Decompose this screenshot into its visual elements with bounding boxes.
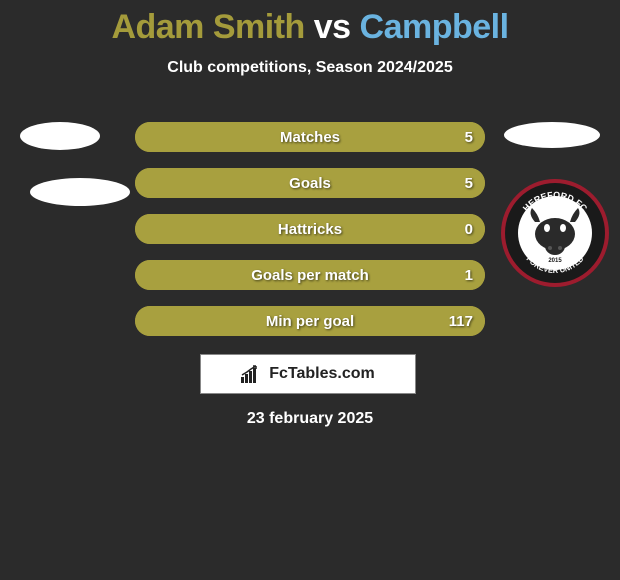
brand-text: FcTables.com xyxy=(269,365,375,383)
stat-bar-value: 1 xyxy=(465,267,473,284)
stat-bar: Min per goal117 xyxy=(135,306,485,336)
player2-name: Campbell xyxy=(360,8,509,46)
placeholder-ellipse xyxy=(20,122,100,150)
player1-name: Adam Smith xyxy=(111,8,304,46)
stat-bar-label: Goals xyxy=(135,175,485,192)
stat-bar: Goals per match1 xyxy=(135,260,485,290)
stat-bar: Matches5 xyxy=(135,122,485,152)
stat-bar: Goals5 xyxy=(135,168,485,198)
stat-bar-value: 5 xyxy=(465,175,473,192)
page-title: Adam Smith vs Campbell xyxy=(0,0,620,47)
stat-bar-value: 117 xyxy=(449,313,473,330)
club-badge: HEREFORD FC FOREVER UNITED 2015 xyxy=(500,178,610,288)
stat-bar-label: Hattricks xyxy=(135,221,485,238)
placeholder-ellipse xyxy=(504,122,600,148)
stat-bar: Hattricks0 xyxy=(135,214,485,244)
bars-icon xyxy=(241,365,263,383)
stat-bar-label: Matches xyxy=(135,129,485,146)
comparison-card: Adam Smith vs Campbell Club competitions… xyxy=(0,0,620,580)
stat-bar-value: 5 xyxy=(465,129,473,146)
date-text: 23 february 2025 xyxy=(0,410,620,428)
right-placeholder-shapes xyxy=(504,122,600,148)
stat-bar-label: Min per goal xyxy=(135,313,485,330)
placeholder-ellipse xyxy=(30,178,130,206)
left-placeholder-shapes xyxy=(20,122,130,206)
svg-text:2015: 2015 xyxy=(548,258,562,264)
stat-bar-value: 0 xyxy=(465,221,473,238)
brand-footer[interactable]: FcTables.com xyxy=(200,354,416,394)
subtitle: Club competitions, Season 2024/2025 xyxy=(0,59,620,77)
stat-bar-label: Goals per match xyxy=(135,267,485,284)
stat-bars: Matches5Goals5Hattricks0Goals per match1… xyxy=(135,122,485,352)
vs-text: vs xyxy=(305,8,360,46)
